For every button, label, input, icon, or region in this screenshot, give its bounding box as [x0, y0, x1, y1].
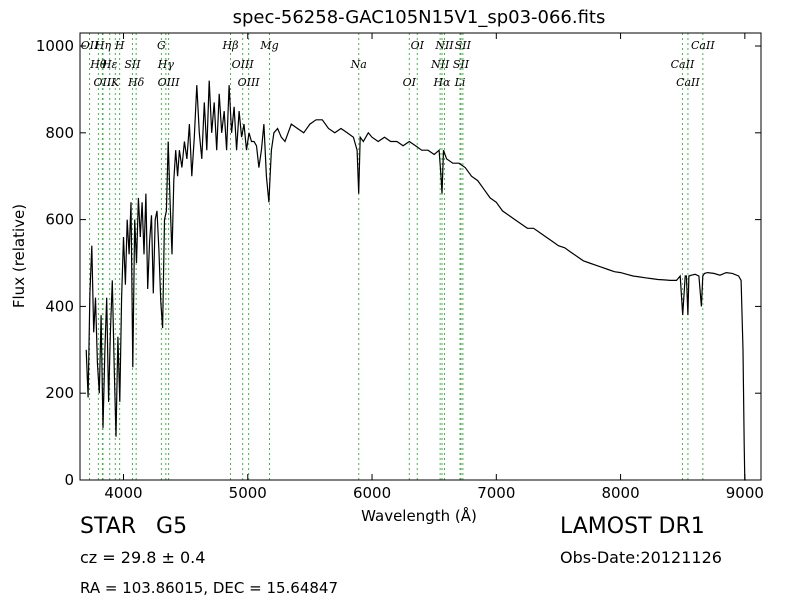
emission-line-label: Hδ — [127, 76, 145, 89]
emission-line-label: SII — [124, 58, 141, 71]
emission-line-label: Hα — [432, 76, 451, 89]
emission-line-label: NII — [434, 39, 454, 52]
emission-line-label: OI — [403, 76, 417, 89]
object-type: STAR — [80, 514, 137, 539]
emission-line-label: H — [114, 39, 125, 52]
emission-line-label: K — [110, 76, 120, 89]
emission-line-label: SII — [455, 39, 472, 52]
redshift-text: cz = 29.8 ± 0.4 — [80, 548, 206, 567]
emission-line-label: CaII — [671, 58, 695, 71]
spectrum-line — [85, 80, 747, 481]
survey-name: LAMOST DR1 — [560, 514, 705, 539]
emission-line-label: Hθ — [89, 58, 107, 71]
y-axis-ticks: 0 200 400 600 800 1000 — [36, 37, 761, 489]
x-tick-label: 7000 — [477, 484, 515, 502]
x-tick-label: 8000 — [601, 484, 639, 502]
emission-line-label: Na — [350, 58, 367, 71]
emission-line-label: OII — [94, 76, 112, 89]
y-tick-label: 600 — [45, 211, 74, 229]
emission-line-labels: OIIHθOIIHηHεKHSIIHδGHγOIIIHβOIIIOIIIMgNa… — [81, 39, 716, 89]
x-axis-label: Wavelength (Å) — [361, 506, 477, 525]
emission-line-label: Li — [454, 76, 466, 89]
object-class: STAR G5 — [80, 514, 187, 539]
emission-line-label: NII — [430, 58, 450, 71]
emission-line-label: G — [157, 39, 166, 52]
emission-line-label: Hη — [94, 39, 112, 52]
emission-line-label: Hγ — [157, 58, 175, 71]
emission-line-label: Mg — [259, 39, 278, 52]
object-subclass: G5 — [156, 514, 188, 539]
emission-line-label: Hβ — [222, 39, 239, 52]
x-tick-label: 6000 — [353, 484, 391, 502]
y-tick-label: 200 — [45, 384, 74, 402]
x-tick-label: 4000 — [104, 484, 142, 502]
emission-line-label: OII — [81, 39, 99, 52]
emission-line-label: CaII — [691, 39, 715, 52]
y-axis-label: Flux (relative) — [10, 204, 28, 308]
y-tick-label: 400 — [45, 297, 74, 315]
coordinates: RA = 103.86015, DEC = 15.64847 — [80, 579, 339, 597]
emission-line-label: CaII — [676, 76, 700, 89]
plot-frame — [79, 32, 762, 481]
y-tick-label: 1000 — [36, 37, 74, 55]
emission-line-label: Hε — [101, 58, 118, 71]
emission-line-label: SII — [453, 58, 470, 71]
x-tick-label: 5000 — [229, 484, 267, 502]
emission-lines — [89, 33, 704, 480]
emission-line-label: OI — [411, 39, 425, 52]
emission-line-label: OIII — [158, 76, 181, 89]
x-axis-ticks: 4000 5000 6000 7000 8000 9000 — [104, 33, 764, 502]
emission-line-label: OIII — [232, 58, 255, 71]
y-tick-label: 0 — [64, 471, 74, 489]
chart-title: spec-56258-GAC105N15V1_sp03-066.fits — [233, 7, 606, 28]
obs-date: Obs-Date:20121126 — [560, 548, 722, 567]
x-tick-label: 9000 — [726, 484, 764, 502]
emission-line-label: OIII — [238, 76, 261, 89]
y-tick-label: 800 — [45, 124, 74, 142]
